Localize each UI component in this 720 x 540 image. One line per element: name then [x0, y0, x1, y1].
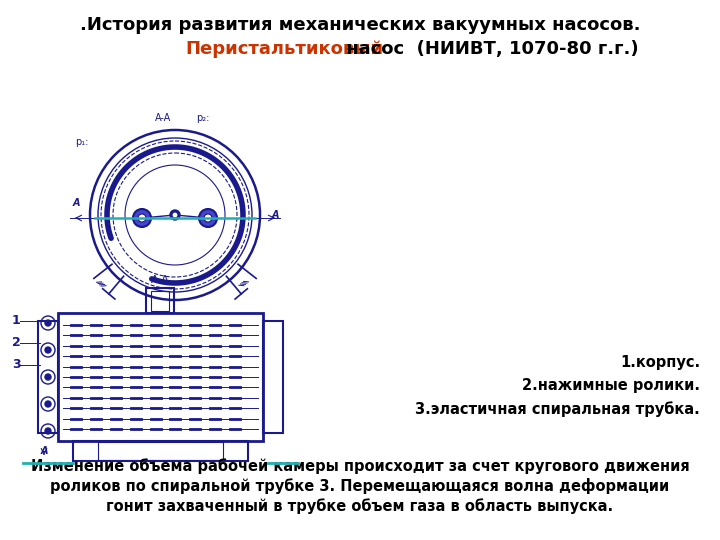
Circle shape — [172, 212, 178, 218]
Circle shape — [170, 210, 180, 220]
Bar — [98, 442, 223, 460]
Text: 1.корпус.: 1.корпус. — [620, 355, 700, 370]
Text: A: A — [72, 198, 80, 208]
Bar — [73, 441, 248, 461]
Text: .История развития механических вакуумных насосов.: .История развития механических вакуумных… — [80, 16, 640, 34]
Text: A-A: A-A — [155, 113, 171, 123]
Text: A-A: A-A — [150, 275, 169, 285]
Circle shape — [45, 428, 51, 434]
Text: 1: 1 — [12, 314, 21, 327]
Text: p₁:: p₁: — [76, 137, 89, 147]
Bar — [58, 313, 263, 441]
Text: гонит захваченный в трубке объем газа в область выпуска.: гонит захваченный в трубке объем газа в … — [107, 498, 613, 514]
Text: роликов по спиральной трубке 3. Перемещающаяся волна деформации: роликов по спиральной трубке 3. Перемеща… — [50, 478, 670, 494]
Circle shape — [133, 209, 151, 227]
Bar — [151, 291, 169, 311]
Circle shape — [199, 209, 217, 227]
Text: A: A — [40, 446, 48, 456]
Bar — [38, 321, 58, 433]
Circle shape — [45, 401, 51, 407]
Text: насос  (НИИВТ, 1070-80 г.г.): насос (НИИВТ, 1070-80 г.г.) — [340, 40, 639, 58]
Text: 3.эластичная спиральная трубка.: 3.эластичная спиральная трубка. — [415, 401, 700, 417]
Circle shape — [45, 347, 51, 353]
Text: 2: 2 — [12, 336, 21, 349]
Bar — [146, 288, 174, 313]
Text: 3: 3 — [12, 359, 21, 372]
Circle shape — [45, 374, 51, 380]
Text: Перистальтиковый: Перистальтиковый — [185, 40, 383, 58]
Circle shape — [45, 320, 51, 326]
Text: p₂:: p₂: — [197, 113, 210, 123]
Circle shape — [204, 214, 212, 222]
Text: 2.нажимные ролики.: 2.нажимные ролики. — [522, 378, 700, 393]
Text: Изменение объема рабочей камеры происходит за счет кругового движения: Изменение объема рабочей камеры происход… — [31, 458, 689, 474]
Text: A: A — [272, 210, 279, 220]
Circle shape — [138, 214, 146, 222]
Bar — [263, 321, 283, 433]
